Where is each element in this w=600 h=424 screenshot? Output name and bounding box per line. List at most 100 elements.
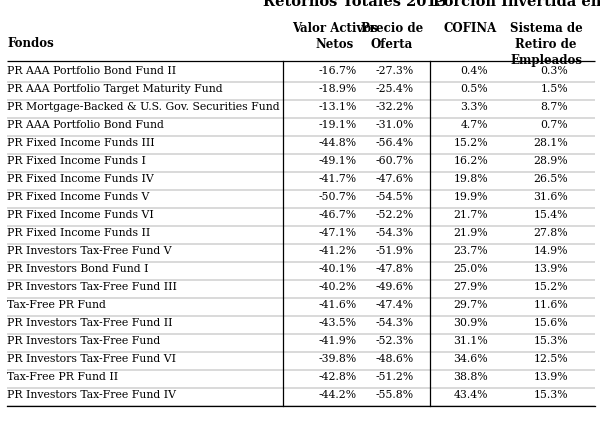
Text: PR Fixed Income Funds VI: PR Fixed Income Funds VI <box>7 210 154 220</box>
Text: -49.1%: -49.1% <box>319 156 357 166</box>
Text: -40.1%: -40.1% <box>319 264 357 274</box>
Text: COFINA: COFINA <box>443 22 497 35</box>
Text: Sistema de
Retiro de
Empleados: Sistema de Retiro de Empleados <box>509 22 583 67</box>
Text: -55.8%: -55.8% <box>376 390 414 400</box>
Text: 12.5%: 12.5% <box>533 354 568 364</box>
Text: 31.6%: 31.6% <box>533 192 568 202</box>
Text: Tax-Free PR Fund: Tax-Free PR Fund <box>7 300 106 310</box>
Text: -46.7%: -46.7% <box>319 210 357 220</box>
Text: 28.9%: 28.9% <box>533 156 568 166</box>
Text: -52.2%: -52.2% <box>376 210 414 220</box>
Text: 25.0%: 25.0% <box>454 264 488 274</box>
Text: -41.6%: -41.6% <box>319 300 357 310</box>
Text: PR Fixed Income Funds IV: PR Fixed Income Funds IV <box>7 174 154 184</box>
Text: 16.2%: 16.2% <box>453 156 488 166</box>
Text: PR Investors Tax-Free Fund V: PR Investors Tax-Free Fund V <box>7 246 172 256</box>
Text: -32.2%: -32.2% <box>376 102 414 112</box>
Text: -31.0%: -31.0% <box>376 120 414 130</box>
Text: 19.8%: 19.8% <box>454 174 488 184</box>
Text: -51.2%: -51.2% <box>376 372 414 382</box>
Text: 11.6%: 11.6% <box>533 300 568 310</box>
Text: 34.6%: 34.6% <box>454 354 488 364</box>
Text: -41.2%: -41.2% <box>319 246 357 256</box>
Text: PR Fixed Income Funds I: PR Fixed Income Funds I <box>7 156 146 166</box>
Text: 0.7%: 0.7% <box>541 120 568 130</box>
Text: 15.3%: 15.3% <box>533 336 568 346</box>
Text: PR Fixed Income Funds II: PR Fixed Income Funds II <box>7 228 150 238</box>
Text: Valor Activos
Netos: Valor Activos Netos <box>292 22 378 51</box>
Text: -48.6%: -48.6% <box>376 354 414 364</box>
Text: PR Investors Tax-Free Fund: PR Investors Tax-Free Fund <box>7 336 160 346</box>
Text: 4.7%: 4.7% <box>461 120 488 130</box>
Text: 15.2%: 15.2% <box>533 282 568 292</box>
Text: PR Investors Tax-Free Fund II: PR Investors Tax-Free Fund II <box>7 318 173 328</box>
Text: -39.8%: -39.8% <box>319 354 357 364</box>
Text: Porción Invertida en: Porción Invertida en <box>433 0 600 9</box>
Text: PR Investors Tax-Free Fund III: PR Investors Tax-Free Fund III <box>7 282 177 292</box>
Text: PR Investors Bond Fund I: PR Investors Bond Fund I <box>7 264 149 274</box>
Text: -18.9%: -18.9% <box>319 84 357 94</box>
Text: 38.8%: 38.8% <box>453 372 488 382</box>
Text: -41.9%: -41.9% <box>319 336 357 346</box>
Text: -47.8%: -47.8% <box>376 264 414 274</box>
Text: -41.7%: -41.7% <box>319 174 357 184</box>
Text: 21.9%: 21.9% <box>454 228 488 238</box>
Text: -54.3%: -54.3% <box>376 228 414 238</box>
Text: -13.1%: -13.1% <box>319 102 357 112</box>
Text: -51.9%: -51.9% <box>376 246 414 256</box>
Text: 15.6%: 15.6% <box>533 318 568 328</box>
Text: 29.7%: 29.7% <box>454 300 488 310</box>
Text: PR AAA Portfolio Bond Fund: PR AAA Portfolio Bond Fund <box>7 120 164 130</box>
Text: 13.9%: 13.9% <box>533 264 568 274</box>
Text: 14.9%: 14.9% <box>533 246 568 256</box>
Text: 0.3%: 0.3% <box>540 66 568 76</box>
Text: Tax-Free PR Fund II: Tax-Free PR Fund II <box>7 372 118 382</box>
Text: 13.9%: 13.9% <box>533 372 568 382</box>
Text: -43.5%: -43.5% <box>319 318 357 328</box>
Text: 28.1%: 28.1% <box>533 138 568 148</box>
Text: 31.1%: 31.1% <box>453 336 488 346</box>
Text: PR Mortgage-Backed & U.S. Gov. Securities Fund: PR Mortgage-Backed & U.S. Gov. Securitie… <box>7 102 280 112</box>
Text: PR Fixed Income Funds V: PR Fixed Income Funds V <box>7 192 149 202</box>
Text: -47.1%: -47.1% <box>319 228 357 238</box>
Text: -19.1%: -19.1% <box>319 120 357 130</box>
Text: 21.7%: 21.7% <box>454 210 488 220</box>
Text: 8.7%: 8.7% <box>541 102 568 112</box>
Text: Retornos Totales 2013: Retornos Totales 2013 <box>263 0 447 9</box>
Text: Precio de
Oferta: Precio de Oferta <box>361 22 423 51</box>
Text: -52.3%: -52.3% <box>376 336 414 346</box>
Text: PR AAA Portfolio Bond Fund II: PR AAA Portfolio Bond Fund II <box>7 66 176 76</box>
Text: 0.4%: 0.4% <box>460 66 488 76</box>
Text: -47.6%: -47.6% <box>376 174 414 184</box>
Text: 15.2%: 15.2% <box>454 138 488 148</box>
Text: -54.3%: -54.3% <box>376 318 414 328</box>
Text: -16.7%: -16.7% <box>319 66 357 76</box>
Text: -49.6%: -49.6% <box>376 282 414 292</box>
Text: PR Investors Tax-Free Fund IV: PR Investors Tax-Free Fund IV <box>7 390 176 400</box>
Text: -50.7%: -50.7% <box>319 192 357 202</box>
Text: 0.5%: 0.5% <box>460 84 488 94</box>
Text: 27.9%: 27.9% <box>454 282 488 292</box>
Text: -56.4%: -56.4% <box>376 138 414 148</box>
Text: 15.4%: 15.4% <box>533 210 568 220</box>
Text: -44.2%: -44.2% <box>319 390 357 400</box>
Text: 43.4%: 43.4% <box>454 390 488 400</box>
Text: 30.9%: 30.9% <box>454 318 488 328</box>
Text: 3.3%: 3.3% <box>460 102 488 112</box>
Text: -25.4%: -25.4% <box>376 84 414 94</box>
Text: 1.5%: 1.5% <box>541 84 568 94</box>
Text: -40.2%: -40.2% <box>319 282 357 292</box>
Text: -54.5%: -54.5% <box>376 192 414 202</box>
Text: PR AAA Portfolio Target Maturity Fund: PR AAA Portfolio Target Maturity Fund <box>7 84 223 94</box>
Text: PR Fixed Income Funds III: PR Fixed Income Funds III <box>7 138 155 148</box>
Text: 15.3%: 15.3% <box>533 390 568 400</box>
Text: -47.4%: -47.4% <box>376 300 414 310</box>
Text: -44.8%: -44.8% <box>319 138 357 148</box>
Text: -42.8%: -42.8% <box>319 372 357 382</box>
Text: 19.9%: 19.9% <box>454 192 488 202</box>
Text: 27.8%: 27.8% <box>533 228 568 238</box>
Text: PR Investors Tax-Free Fund VI: PR Investors Tax-Free Fund VI <box>7 354 176 364</box>
Text: 23.7%: 23.7% <box>454 246 488 256</box>
Text: -60.7%: -60.7% <box>376 156 414 166</box>
Text: 26.5%: 26.5% <box>533 174 568 184</box>
